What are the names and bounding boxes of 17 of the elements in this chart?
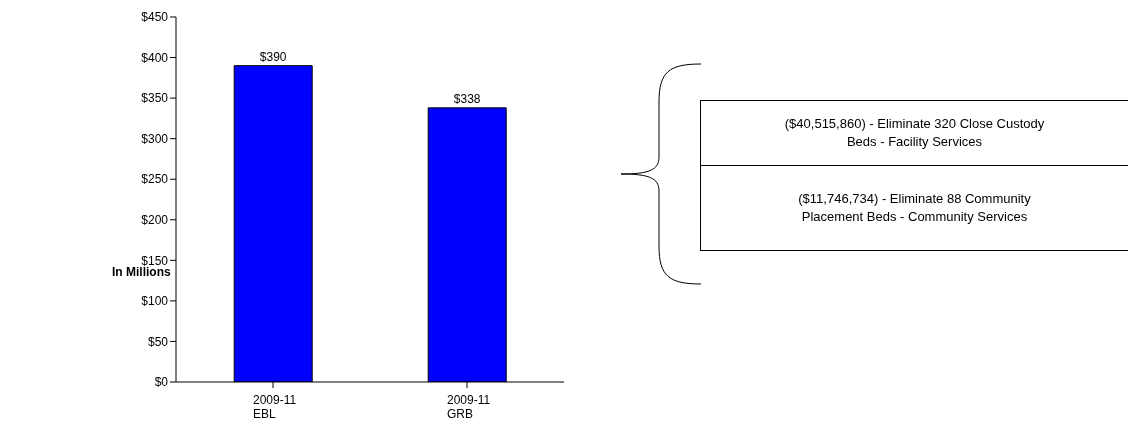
y-tick-label: $50 <box>147 334 169 349</box>
y-tick-label: $300 <box>141 131 169 146</box>
text: ($11,746,734) - Eliminate 88 Community Placement Beds - Community Services <box>797 190 1032 226</box>
y-tick-label: $400 <box>141 50 169 65</box>
y-tick-label: $450 <box>141 10 169 25</box>
y-tick-label: $100 <box>141 294 169 309</box>
y-tick-label: $350 <box>141 91 169 106</box>
data-label: $390 <box>259 49 287 64</box>
y-tick-label: $200 <box>141 213 169 228</box>
y-tick-label: $150 <box>141 253 169 268</box>
y-tick-label: $250 <box>141 172 169 187</box>
data-label: $338 <box>453 91 481 106</box>
text: ($40,515,860) - Eliminate 320 Close Custody Beds - Facility Services <box>783 115 1046 151</box>
y-axis-title: In Millions <box>112 265 171 279</box>
x-tick-label: 2009-11 GRB <box>447 393 491 421</box>
y-tick-label: $0 <box>154 375 169 390</box>
x-tick-label: 2009-11 EBL <box>253 393 297 421</box>
